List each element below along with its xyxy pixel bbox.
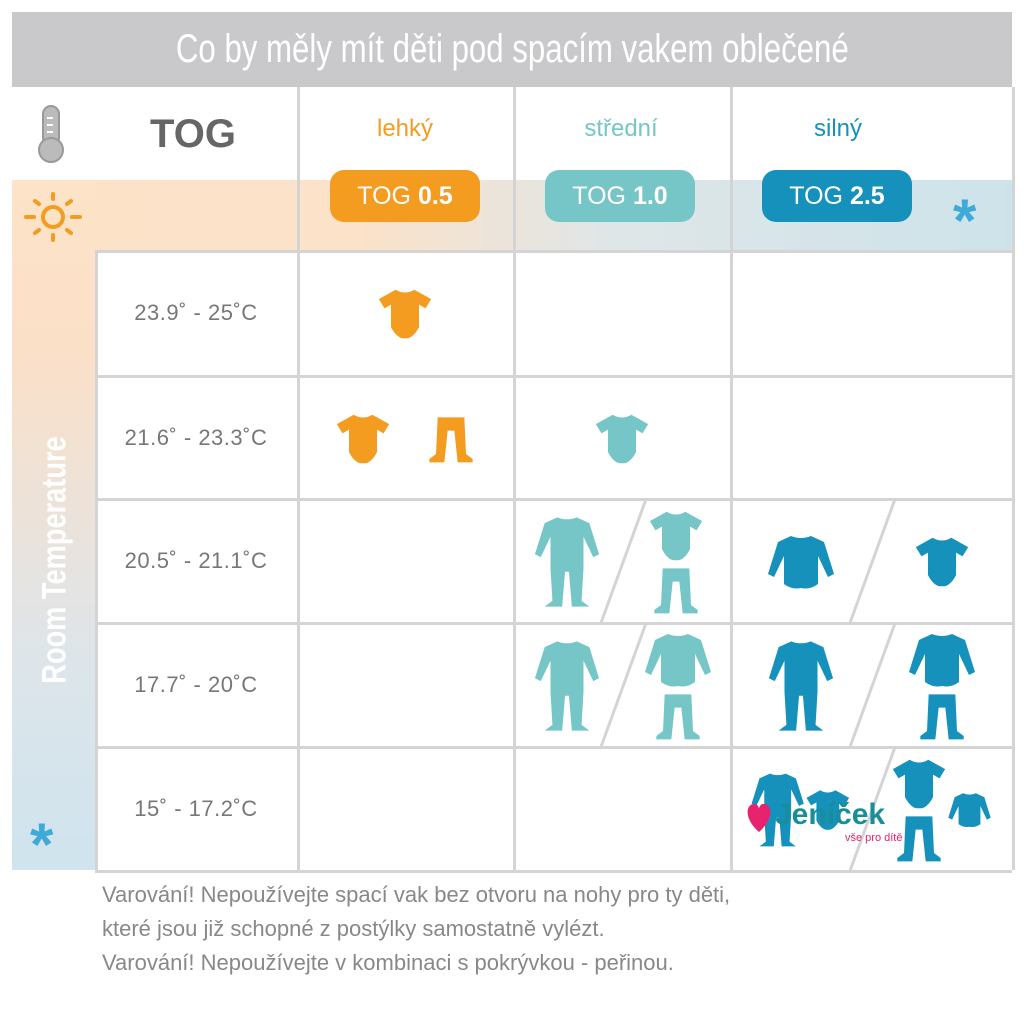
bodysuit-icon bbox=[377, 286, 433, 342]
column-medium: střední bbox=[584, 115, 658, 142]
pill-value: 1.0 bbox=[632, 182, 668, 210]
bodysuit-icon bbox=[335, 411, 391, 467]
pill-prefix: TOG bbox=[789, 182, 850, 210]
snowflake-icon: * bbox=[953, 187, 977, 254]
grid-divider bbox=[95, 375, 1012, 378]
sleepsuit-icon bbox=[767, 637, 835, 735]
tog-pill-heavy: TOG 2.5 bbox=[762, 170, 912, 222]
longsleeve-icon bbox=[947, 780, 992, 840]
grid-divider bbox=[95, 498, 1012, 501]
temperature-range: 23.9˚ - 25˚C bbox=[134, 300, 258, 325]
pants-icon bbox=[917, 690, 967, 742]
grid-divider bbox=[297, 87, 300, 870]
grid-divider bbox=[95, 870, 1012, 873]
snowflake-icon: * bbox=[30, 811, 54, 878]
title-text: Co by měly mít děti pod spacím vakem obl… bbox=[175, 27, 849, 71]
longsleeve-icon bbox=[642, 630, 714, 690]
clothing-option bbox=[297, 253, 513, 374]
warning-line: Varování! Nepoužívejte v kombinaci s pok… bbox=[102, 950, 674, 975]
outfit-stack bbox=[891, 756, 947, 864]
outfit-stack bbox=[642, 630, 714, 742]
outfit-stack bbox=[648, 508, 704, 616]
pants-icon bbox=[426, 413, 476, 465]
pill-prefix: TOG bbox=[572, 182, 633, 210]
bodysuit-icon bbox=[594, 411, 650, 467]
sun-icon bbox=[24, 192, 82, 242]
clothing-option bbox=[871, 749, 1012, 870]
sleepsuit-icon bbox=[533, 513, 601, 611]
bodysuit-icon bbox=[914, 534, 970, 590]
longsleeve-icon bbox=[906, 630, 978, 690]
warning-line: Varování! Nepoužívejte spací vak bez otv… bbox=[102, 882, 731, 907]
grid-divider bbox=[95, 746, 1012, 749]
warning-text: Varování! Nepoužívejte spací vak bez otv… bbox=[102, 878, 730, 980]
grid-divider bbox=[95, 622, 1012, 625]
temperature-range: 15˚ - 17.2˚C bbox=[134, 796, 258, 821]
clothing-option bbox=[513, 501, 622, 622]
thermometer-icon bbox=[38, 105, 64, 163]
room-temperature-band bbox=[12, 180, 95, 870]
longsleeve-icon bbox=[765, 532, 837, 592]
pill-prefix: TOG bbox=[357, 182, 418, 210]
grid-divider bbox=[513, 87, 516, 870]
pill-value: 2.5 bbox=[849, 182, 885, 210]
grid-divider bbox=[95, 250, 1012, 253]
tog-pill-medium: TOG 1.0 bbox=[545, 170, 695, 222]
clothing-option bbox=[513, 625, 622, 746]
clothing-option bbox=[622, 625, 731, 746]
tog-pill-light: TOG 0.5 bbox=[330, 170, 480, 222]
temperature-range: 21.6˚ - 23.3˚C bbox=[124, 425, 268, 450]
temperature-range: 17.7˚ - 20˚C bbox=[134, 672, 258, 697]
page-title: Co by měly mít děti pod spacím vakem obl… bbox=[12, 12, 1012, 87]
bodysuit-icon bbox=[648, 508, 704, 564]
outfit-stack bbox=[906, 630, 978, 742]
pants-icon bbox=[653, 690, 703, 742]
clothing-option bbox=[730, 625, 871, 746]
grid-divider bbox=[95, 250, 98, 870]
pill-value: 0.5 bbox=[417, 182, 453, 210]
logo-name: Jeníček bbox=[775, 798, 886, 831]
grid-divider bbox=[730, 87, 733, 870]
pants-icon bbox=[651, 564, 701, 616]
logo-heart-icon bbox=[747, 803, 771, 832]
tog-heading: TOG bbox=[150, 112, 236, 156]
clothing-option bbox=[297, 378, 513, 499]
logo-tagline: vše pro dítě bbox=[845, 832, 903, 844]
room-temperature-label: Room Temperature bbox=[35, 436, 74, 684]
column-heavy: silný bbox=[813, 115, 862, 142]
warning-line: které jsou již schopné z postýlky samost… bbox=[102, 916, 605, 941]
bodysuit-icon bbox=[891, 756, 947, 812]
clothing-option bbox=[513, 378, 730, 499]
clothing-option bbox=[730, 501, 871, 622]
clothing-option bbox=[871, 501, 1012, 622]
clothing-option bbox=[622, 501, 731, 622]
column-light: lehký bbox=[376, 115, 434, 142]
sleepsuit-icon bbox=[533, 637, 601, 735]
grid-divider bbox=[1012, 87, 1015, 870]
clothing-option bbox=[871, 625, 1012, 746]
temperature-range: 20.5˚ - 21.1˚C bbox=[124, 548, 268, 573]
